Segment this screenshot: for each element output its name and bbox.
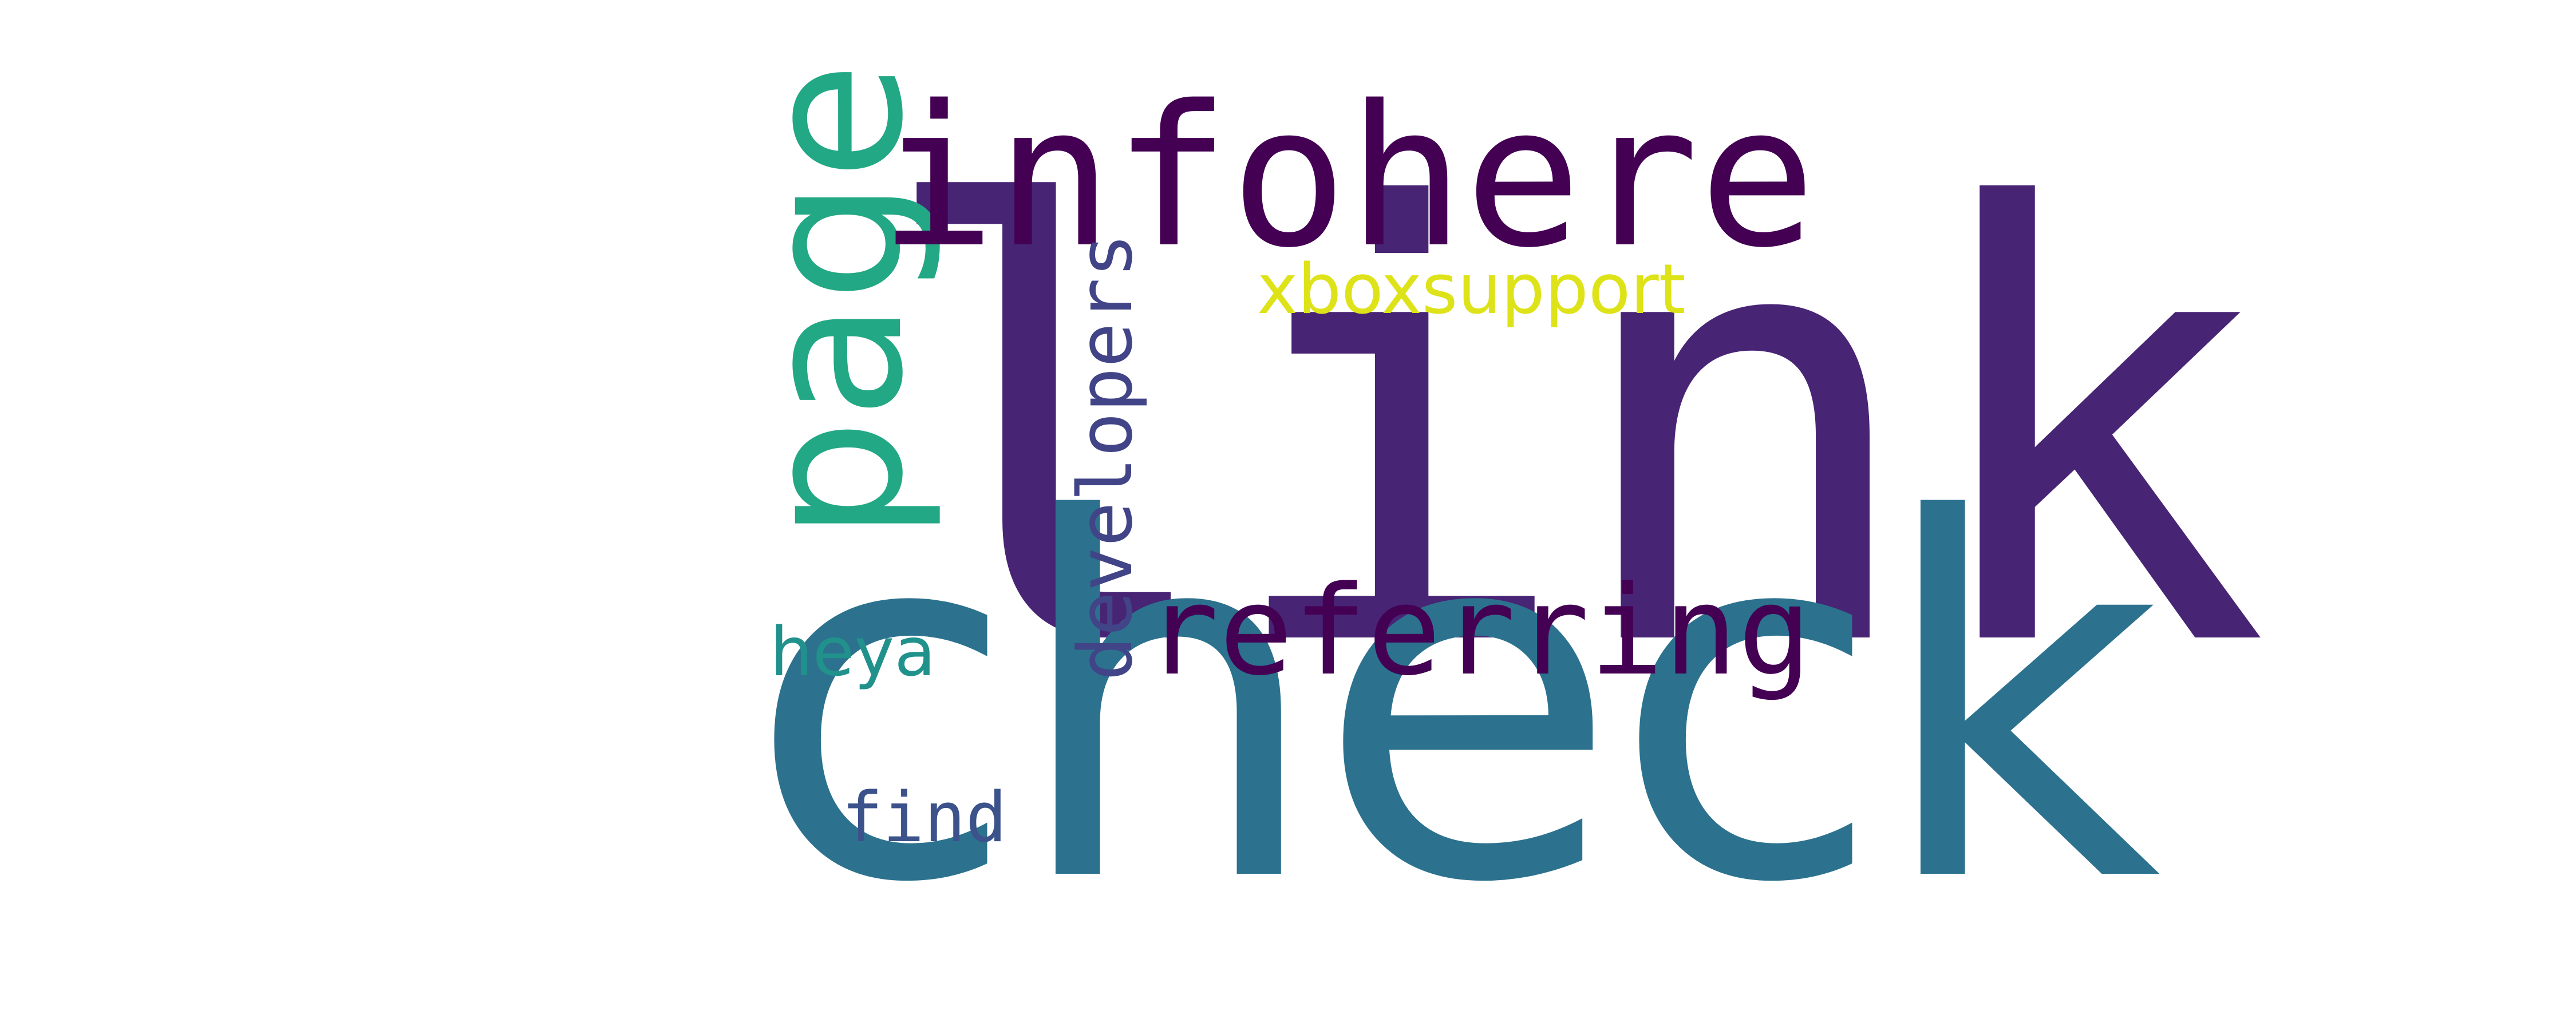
word-developers: developers xyxy=(1062,233,1149,681)
word-link: link xyxy=(870,86,2270,778)
word-check: check xyxy=(747,417,2161,990)
word-heya: heya xyxy=(770,612,936,691)
word-referring: referring xyxy=(1145,559,1812,703)
word-xboxsupport: xboxsupport xyxy=(1257,250,1686,330)
word-find: find xyxy=(841,778,1007,858)
word-infohere: infohere xyxy=(879,64,1816,291)
